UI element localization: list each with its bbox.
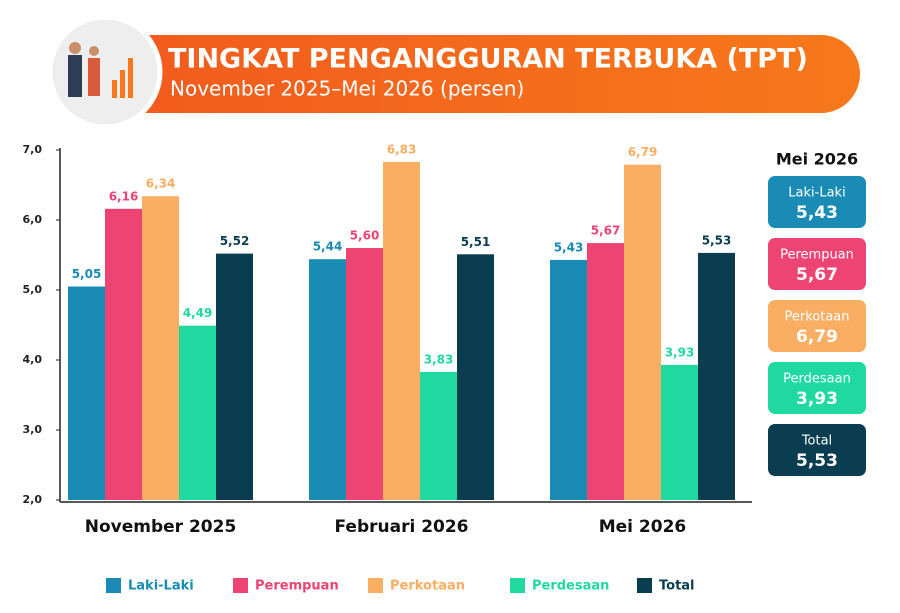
x-tick-label: November 2025 [85, 517, 237, 537]
bar [142, 196, 179, 500]
value-label: 5,05 [72, 267, 102, 281]
value-label: 6,79 [628, 145, 658, 159]
chart-subtitle: November 2025–Mei 2026 (persen) [170, 77, 524, 101]
bar [346, 248, 383, 500]
legend-label: Perkotaan [390, 579, 465, 594]
value-label: 5,67 [591, 224, 621, 238]
bar [550, 259, 587, 500]
side-box-name: Perdesaan [783, 372, 851, 387]
legend-label: Laki-Laki [128, 579, 194, 594]
value-label: 3,93 [665, 345, 695, 359]
value-label: 5,52 [220, 234, 250, 248]
side-box-value: 6,79 [796, 327, 838, 347]
bar [624, 164, 661, 500]
side-panel-title: Mei 2026 [776, 150, 858, 169]
side-box [768, 300, 866, 352]
legend-swatch [637, 578, 652, 593]
y-tick-label: 6,0 [23, 213, 43, 226]
y-tick-label: 5,0 [23, 283, 43, 296]
legend-swatch [368, 578, 383, 593]
side-box [768, 238, 866, 290]
bar [661, 364, 698, 500]
value-label: 4,49 [183, 306, 213, 320]
side-box-value: 3,93 [796, 389, 838, 409]
legend-swatch [510, 578, 525, 593]
bar [383, 161, 420, 500]
side-box-value: 5,43 [796, 203, 838, 223]
side-box-name: Perempuan [780, 248, 854, 263]
icon-people [68, 42, 133, 98]
bar [698, 252, 735, 500]
header-icon [47, 14, 163, 130]
side-box-name: Laki-Laki [788, 186, 845, 201]
bar [68, 286, 105, 500]
legend-label: Total [659, 579, 695, 594]
y-tick-label: 4,0 [23, 353, 43, 366]
bar [587, 243, 624, 500]
bar [105, 208, 142, 501]
bar [420, 371, 457, 500]
value-label: 5,53 [702, 233, 732, 247]
side-box [768, 424, 866, 476]
chart-title: TINGKAT PENGANGGURAN TERBUKA (TPT) [168, 44, 808, 75]
bar [457, 254, 494, 500]
side-box-value: 5,67 [796, 265, 838, 285]
y-tick-label: 2,0 [23, 493, 43, 506]
value-label: 6,83 [387, 142, 417, 156]
side-box-name: Perkotaan [784, 310, 849, 325]
value-label: 5,60 [350, 229, 380, 243]
bar [216, 253, 253, 500]
side-box [768, 362, 866, 414]
value-label: 6,16 [109, 189, 139, 203]
side-box-value: 5,53 [796, 451, 838, 471]
x-tick-label: Mei 2026 [599, 517, 687, 537]
y-tick-label: 3,0 [23, 423, 43, 436]
value-label: 3,83 [424, 352, 454, 366]
bar [309, 259, 346, 500]
bar [179, 325, 216, 500]
legend-label: Perdesaan [532, 579, 609, 594]
side-box [768, 176, 866, 228]
side-box-name: Total [801, 434, 832, 449]
value-label: 6,34 [146, 177, 176, 191]
y-tick-label: 7,0 [23, 143, 43, 156]
legend-swatch [106, 578, 121, 593]
value-label: 5,43 [554, 240, 584, 254]
legend-swatch [233, 578, 248, 593]
legend-label: Perempuan [255, 579, 339, 594]
header-banner [100, 35, 860, 113]
value-label: 5,51 [461, 235, 491, 249]
value-label: 5,44 [313, 240, 343, 254]
x-tick-label: Februari 2026 [334, 517, 468, 537]
